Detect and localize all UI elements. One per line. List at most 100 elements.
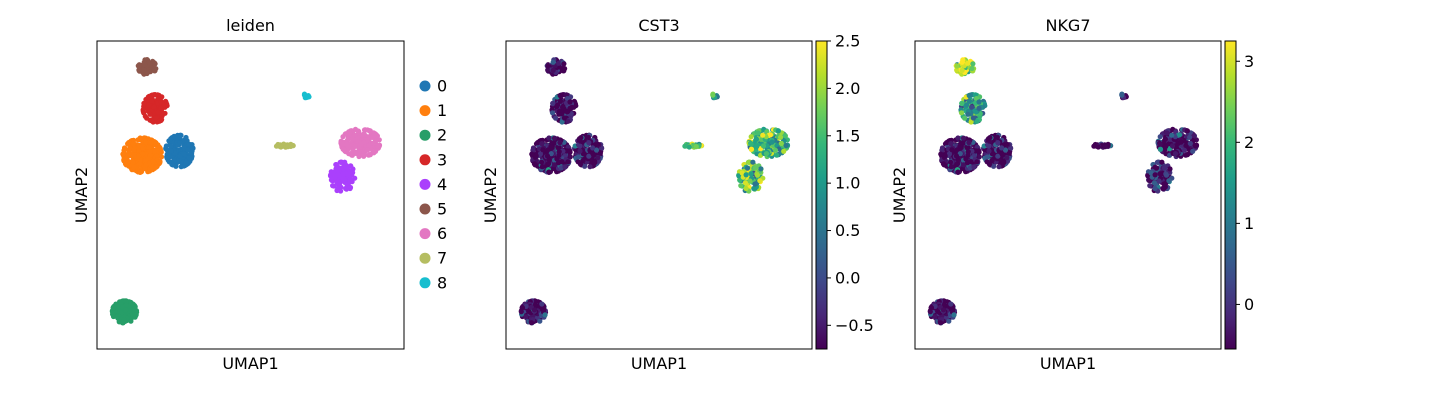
data-point bbox=[1184, 128, 1190, 134]
data-point bbox=[128, 151, 135, 157]
data-point bbox=[754, 144, 760, 150]
legend-label: 3 bbox=[437, 150, 447, 169]
data-point bbox=[366, 152, 372, 158]
data-point bbox=[775, 128, 782, 134]
data-point bbox=[994, 134, 1001, 140]
data-point bbox=[560, 65, 566, 72]
data-point bbox=[958, 110, 965, 116]
data-point bbox=[590, 145, 596, 151]
data-point bbox=[345, 144, 351, 150]
data-point bbox=[968, 159, 974, 165]
data-point bbox=[964, 102, 970, 108]
data-point bbox=[1002, 147, 1009, 153]
data-point bbox=[960, 166, 966, 172]
panel-title: CST3 bbox=[638, 16, 679, 35]
data-point bbox=[351, 132, 358, 138]
data-point bbox=[999, 151, 1005, 157]
data-point bbox=[686, 144, 692, 150]
data-point bbox=[965, 60, 971, 66]
data-point bbox=[137, 135, 143, 141]
data-point bbox=[932, 314, 938, 320]
data-point bbox=[748, 171, 754, 177]
data-point bbox=[529, 151, 535, 157]
data-point bbox=[178, 164, 184, 170]
data-point bbox=[340, 141, 346, 147]
data-point bbox=[190, 145, 196, 151]
data-point bbox=[565, 118, 571, 124]
data-point bbox=[971, 153, 977, 159]
data-point bbox=[962, 115, 968, 121]
scatter-points bbox=[109, 57, 383, 326]
data-point bbox=[976, 105, 982, 111]
data-point bbox=[151, 104, 157, 110]
legend-label: 0 bbox=[437, 77, 447, 96]
data-point bbox=[567, 99, 573, 105]
data-point bbox=[986, 148, 992, 154]
data-point bbox=[774, 152, 780, 158]
data-point bbox=[927, 309, 933, 315]
data-point bbox=[1153, 165, 1160, 171]
data-point bbox=[970, 115, 977, 121]
data-point bbox=[540, 147, 546, 153]
data-point bbox=[158, 99, 164, 105]
data-point bbox=[747, 178, 753, 184]
data-point bbox=[948, 301, 954, 307]
data-point bbox=[1152, 172, 1158, 178]
data-point bbox=[177, 153, 183, 159]
data-point bbox=[965, 149, 971, 155]
data-point bbox=[373, 148, 379, 154]
data-point bbox=[177, 134, 183, 140]
legend-label: 1 bbox=[437, 101, 447, 120]
data-point bbox=[142, 166, 148, 172]
data-point bbox=[567, 105, 573, 111]
data-point bbox=[955, 169, 961, 175]
data-point bbox=[181, 145, 187, 151]
colorbar-bar bbox=[1224, 40, 1237, 350]
data-point bbox=[539, 159, 545, 165]
data-point bbox=[335, 185, 341, 191]
data-point bbox=[374, 133, 380, 139]
data-point bbox=[1161, 181, 1167, 187]
data-point bbox=[938, 151, 944, 157]
data-point bbox=[582, 163, 588, 169]
data-point bbox=[144, 115, 150, 121]
legend-label: 4 bbox=[437, 175, 447, 194]
data-point bbox=[1191, 133, 1197, 139]
data-point bbox=[585, 134, 592, 140]
data-point bbox=[1163, 144, 1169, 150]
data-point bbox=[989, 157, 995, 164]
data-point bbox=[339, 178, 345, 184]
data-point bbox=[567, 154, 573, 160]
data-point bbox=[185, 147, 191, 153]
data-point bbox=[1161, 165, 1167, 171]
x-axis-label: UMAP1 bbox=[631, 354, 687, 373]
colorbar-tick-label: 1.5 bbox=[835, 126, 860, 145]
data-point bbox=[130, 159, 136, 165]
data-point bbox=[141, 101, 147, 107]
data-point bbox=[147, 149, 153, 155]
data-point bbox=[557, 92, 563, 99]
legend-label: 2 bbox=[437, 126, 447, 145]
data-point bbox=[940, 307, 947, 313]
data-point bbox=[954, 67, 960, 73]
legend-marker bbox=[419, 80, 431, 92]
data-point bbox=[120, 151, 126, 157]
data-point bbox=[964, 144, 970, 150]
data-point bbox=[545, 67, 551, 73]
data-point bbox=[751, 185, 757, 192]
data-point bbox=[961, 162, 967, 168]
data-point bbox=[168, 136, 174, 142]
data-point bbox=[110, 305, 117, 311]
data-point bbox=[1008, 145, 1014, 151]
data-point bbox=[126, 140, 132, 146]
data-point bbox=[562, 153, 568, 159]
data-point bbox=[597, 150, 603, 156]
data-point bbox=[592, 160, 598, 166]
data-point bbox=[336, 165, 342, 171]
data-point bbox=[537, 318, 543, 324]
data-point bbox=[976, 99, 982, 105]
data-point bbox=[141, 67, 147, 73]
data-point bbox=[996, 164, 1002, 170]
data-point bbox=[158, 105, 164, 111]
data-point bbox=[576, 136, 583, 142]
